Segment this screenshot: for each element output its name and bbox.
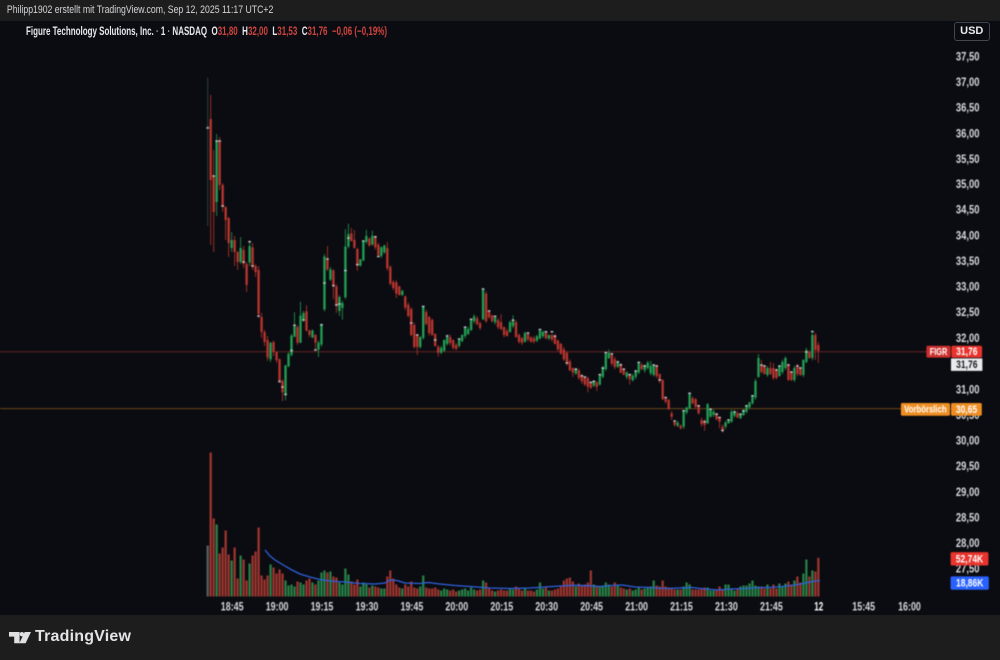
svg-text:20:15: 20:15 [490, 602, 513, 614]
svg-text:19:45: 19:45 [401, 602, 424, 614]
svg-text:31,00: 31,00 [956, 385, 980, 397]
svg-text:36,50: 36,50 [956, 103, 980, 115]
svg-text:Vorbörslich: Vorbörslich [904, 404, 947, 415]
svg-text:12: 12 [814, 602, 823, 614]
svg-text:52,74K: 52,74K [956, 554, 984, 566]
svg-text:20:45: 20:45 [580, 602, 603, 614]
svg-text:34,50: 34,50 [956, 205, 980, 217]
svg-text:33,50: 33,50 [956, 256, 980, 268]
svg-text:19:30: 19:30 [356, 602, 379, 614]
svg-text:31,76: 31,76 [956, 346, 977, 358]
svg-text:30,00: 30,00 [956, 436, 980, 448]
svg-text:29,50: 29,50 [956, 461, 980, 473]
svg-text:34,00: 34,00 [956, 230, 980, 242]
svg-text:FIGR: FIGR [930, 347, 948, 358]
svg-text:35,00: 35,00 [956, 179, 980, 191]
svg-text:27,50: 27,50 [956, 564, 980, 576]
svg-text:18,86K: 18,86K [956, 578, 984, 590]
svg-text:30,65: 30,65 [956, 404, 977, 416]
svg-text:32,00: 32,00 [956, 333, 980, 345]
svg-text:15:45: 15:45 [852, 602, 875, 614]
svg-text:18:45: 18:45 [221, 602, 244, 614]
svg-text:21:45: 21:45 [760, 602, 783, 614]
svg-text:20:00: 20:00 [445, 602, 468, 614]
svg-text:28,00: 28,00 [956, 538, 980, 550]
svg-text:35,50: 35,50 [956, 154, 980, 166]
svg-text:31,76: 31,76 [956, 359, 977, 371]
svg-text:21:00: 21:00 [625, 602, 648, 614]
svg-text:28,50: 28,50 [956, 513, 980, 525]
svg-text:37,50: 37,50 [956, 52, 980, 64]
svg-text:36,00: 36,00 [956, 128, 980, 140]
svg-text:21:30: 21:30 [715, 602, 738, 614]
svg-text:20:30: 20:30 [535, 602, 558, 614]
svg-text:16:00: 16:00 [898, 602, 921, 614]
svg-text:33,00: 33,00 [956, 282, 980, 294]
svg-text:19:15: 19:15 [311, 602, 334, 614]
svg-text:21:15: 21:15 [670, 602, 693, 614]
svg-text:37,00: 37,00 [956, 77, 980, 89]
svg-text:19:00: 19:00 [266, 602, 289, 614]
svg-text:32,50: 32,50 [956, 307, 980, 319]
svg-text:29,00: 29,00 [956, 487, 980, 499]
